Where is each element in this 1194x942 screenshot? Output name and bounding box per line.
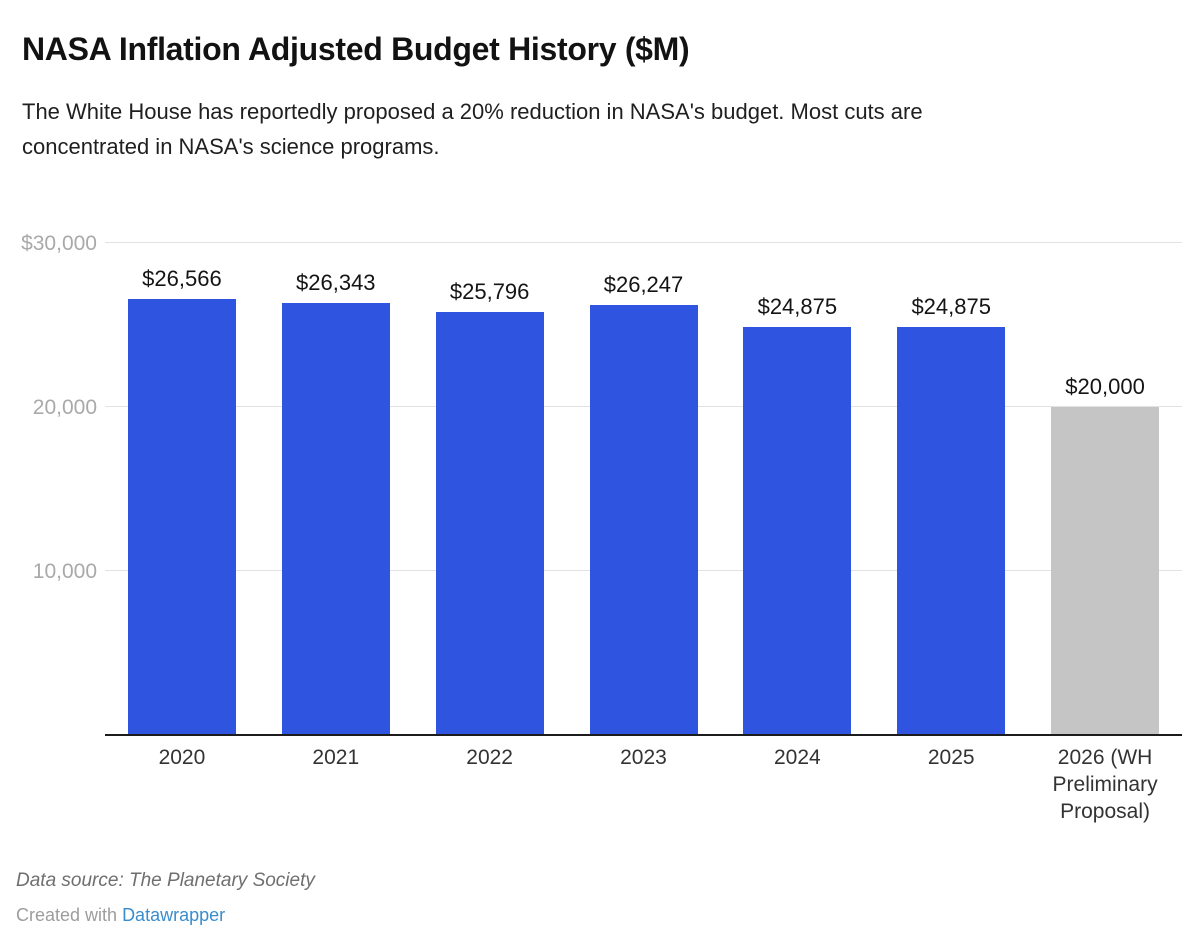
x-axis-label: 2022 xyxy=(466,746,513,769)
bar-value-label: $26,343 xyxy=(296,269,376,295)
x-axis-line xyxy=(105,734,1182,736)
y-axis-tick-label: 20,000 xyxy=(32,396,97,419)
x-axis-label: 2023 xyxy=(620,746,667,769)
bar-2026[interactable] xyxy=(1051,407,1160,735)
bar-value-label: $24,875 xyxy=(757,294,838,320)
x-axis-label: 2020 xyxy=(158,746,206,769)
bar-2021[interactable] xyxy=(281,302,390,735)
x-axis-label: 2024 xyxy=(773,746,821,769)
bar-2022[interactable] xyxy=(435,311,544,735)
bar-value-label: $20,000 xyxy=(1065,374,1145,399)
bar-2020[interactable] xyxy=(127,299,236,735)
attribution-line: Created with Datawrapper xyxy=(16,905,225,926)
y-axis-tick-label: 10,000 xyxy=(32,560,97,583)
bar-2025[interactable] xyxy=(897,327,1006,735)
bar-2024[interactable] xyxy=(743,327,852,735)
datawrapper-link[interactable]: Datawrapper xyxy=(122,905,226,925)
y-axis-tick-label: $30,000 xyxy=(21,232,97,255)
chart-title: NASA Inflation Adjusted Budget History (… xyxy=(22,31,690,68)
bar-value-label: $25,796 xyxy=(449,278,530,304)
data-source-note: Data source: The Planetary Society xyxy=(16,870,315,891)
x-axis-label: 2025 xyxy=(927,746,975,769)
bar-value-label: $24,875 xyxy=(911,294,991,320)
x-axis-label: 2026 (WH Preliminary Proposal) xyxy=(1052,746,1158,823)
credit-prefix: Created with xyxy=(16,905,123,925)
bar-value-label: $26,247 xyxy=(603,271,684,297)
bar-value-label: $26,566 xyxy=(142,266,222,292)
bar-2023[interactable] xyxy=(589,304,698,735)
chart-subtitle: The White House has reportedly proposed … xyxy=(22,99,923,159)
gridline xyxy=(105,242,1182,243)
x-axis-label: 2021 xyxy=(312,746,360,769)
